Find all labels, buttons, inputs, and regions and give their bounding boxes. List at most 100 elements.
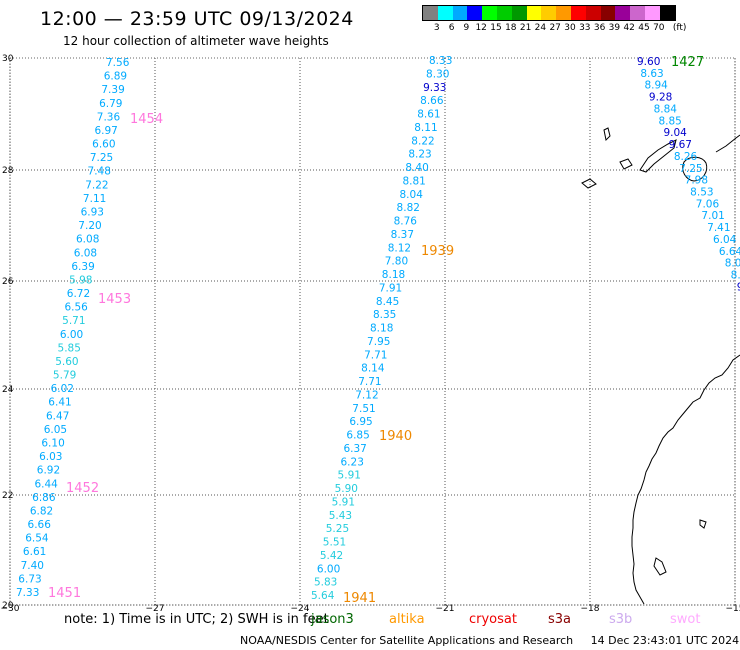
wave-height-value: 8.85	[658, 115, 681, 127]
x-tick-label: −27	[146, 604, 165, 614]
wave-height-value: 8.35	[731, 270, 740, 282]
legend-label: 39	[608, 23, 621, 33]
wave-height-value: 6.97	[94, 125, 117, 137]
wave-height-value: 9.28	[649, 92, 672, 104]
wave-height-value: 8.18	[370, 323, 393, 335]
legend-label: 18	[505, 23, 517, 33]
wave-height-value: 7.48	[88, 166, 111, 178]
pass-time-label: 1452	[66, 481, 99, 496]
wave-height-value: 8.11	[414, 122, 437, 134]
wave-height-value: 5.91	[332, 496, 355, 508]
legend-label: (ft)	[672, 23, 687, 33]
legend-label: 12	[475, 23, 487, 33]
canary-island-la-palma	[603, 127, 611, 142]
wave-height-value: 7.95	[367, 336, 390, 348]
wave-height-value: 6.37	[343, 443, 366, 455]
wave-height-value: 7.91	[379, 282, 402, 294]
wave-height-value: 6.66	[28, 519, 52, 531]
legend-swatch	[526, 6, 542, 20]
legend-swatch	[630, 6, 645, 20]
wave-height-value: 8.94	[644, 80, 668, 92]
wave-height-value: 7.39	[101, 84, 124, 96]
x-tick-label: −15	[726, 604, 740, 614]
wave-height-value: 6.89	[104, 71, 127, 83]
wave-height-value: 6.08	[76, 234, 99, 246]
wave-height-value: 6.00	[317, 563, 340, 575]
y-tick-label: 30	[2, 54, 14, 64]
legend-swatch	[644, 6, 660, 20]
wave-height-value: 8.18	[382, 269, 405, 281]
legend-label: 36	[593, 23, 606, 33]
wave-height-value: 7.36	[97, 111, 121, 123]
wave-height-value: 7.25	[90, 152, 113, 164]
legend-color-bar	[422, 5, 676, 21]
canary-island-el-hierro	[581, 178, 597, 189]
wave-height-value: 6.82	[30, 505, 53, 517]
wave-height-value: 6.92	[37, 465, 60, 477]
canary-island-gran-canaria	[682, 156, 708, 182]
wave-height-value: 7.80	[385, 256, 408, 268]
legend-label: 42	[623, 23, 635, 33]
wave-height-value: 6.41	[48, 397, 71, 409]
x-tick-label: −18	[581, 604, 600, 614]
legend-label: 70	[653, 23, 665, 33]
wave-height-value: 5.25	[326, 523, 349, 535]
wave-height-value: 8.76	[394, 216, 418, 228]
wave-height-value: 8.53	[690, 187, 713, 199]
legend-swatch	[615, 6, 631, 20]
wave-height-value: 8.33	[429, 55, 452, 67]
coast-detail-1	[699, 519, 707, 529]
canary-island-tenerife	[639, 139, 677, 173]
pass-time-label: 1941	[343, 591, 376, 606]
legend-label: 24	[534, 23, 547, 33]
wave-height-value: 6.72	[67, 288, 90, 300]
wave-height-value: 8.63	[640, 68, 663, 80]
legend-label: 15	[490, 23, 502, 33]
y-tick-label: 28	[2, 166, 14, 176]
wave-height-value: 6.61	[23, 546, 46, 558]
wave-height-value: 9.67	[669, 139, 692, 151]
wave-height-value: 5.90	[335, 483, 358, 495]
wave-height-value: 8.81	[402, 175, 425, 187]
pass-time-label: 1939	[421, 244, 454, 259]
color-legend: 3 6 9 12 15 18 21 24 27 30 33 36 39 42 45 70 (ft)	[422, 5, 686, 33]
wave-height-value: 6.95	[349, 416, 372, 428]
canary-island-la-gomera	[619, 158, 633, 170]
pass-time-label: 1940	[379, 429, 412, 444]
wave-height-value: 6.60	[92, 139, 115, 151]
wave-height-value: 8.30	[426, 68, 449, 80]
legend-swatch	[437, 6, 453, 20]
wave-height-value: 7.06	[696, 198, 720, 210]
wave-height-value: 5.60	[55, 356, 78, 368]
wave-height-value: 9.04	[663, 127, 687, 139]
wave-height-value: 6.86	[32, 492, 56, 504]
legend-swatch	[585, 6, 601, 20]
x-tick-label: −24	[291, 604, 310, 614]
wave-height-value: 6.04	[713, 234, 737, 246]
wave-height-value: 5.64	[311, 590, 335, 602]
wave-height-value: 7.12	[355, 389, 378, 401]
african-coastline	[631, 354, 740, 605]
satellite-legend-item: s3a	[548, 612, 572, 627]
wave-height-value: 9.60	[637, 56, 660, 68]
satellite-legend-item: cryosat	[469, 612, 517, 627]
map-grid	[9, 57, 736, 606]
units-note: note: 1) Time is in UTC; 2) SWH is in fe…	[64, 612, 329, 627]
pass-time-label: 1427	[671, 55, 704, 70]
wave-height-value: 6.02	[51, 383, 74, 395]
wave-height-value: 6.08	[74, 247, 97, 259]
wave-height-value: 7.11	[83, 193, 106, 205]
legend-swatch	[541, 6, 557, 20]
wave-height-value: 6.73	[18, 573, 41, 585]
wave-height-value: 5.51	[323, 537, 346, 549]
wave-height-value: 5.83	[314, 577, 337, 589]
wave-height-value: 6.47	[46, 410, 69, 422]
wave-track: 7.56 6.897.39 6.797.36 6.97 6.607.25 7.487.22…	[16, 57, 163, 601]
legend-swatch	[556, 6, 571, 20]
wave-height-value: 7.01	[701, 210, 724, 222]
wave-height-value: 8.45	[376, 296, 399, 308]
satellite-legend-item: altika	[389, 612, 425, 627]
wave-height-value: 7.25	[679, 163, 702, 175]
wave-height-value: 8.12	[388, 242, 411, 254]
legend-swatch	[482, 6, 497, 20]
